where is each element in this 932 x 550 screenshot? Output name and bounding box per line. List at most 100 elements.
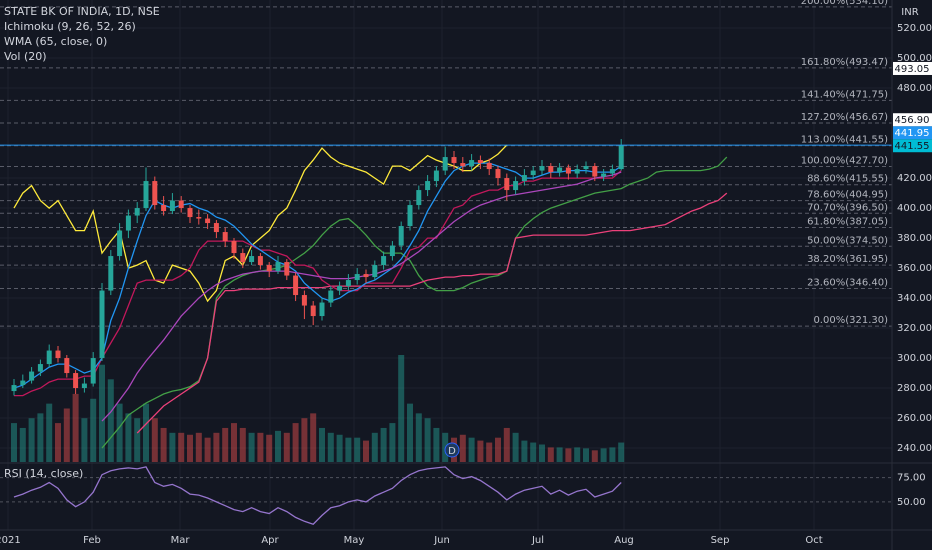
candle-body xyxy=(601,173,607,177)
candle-body xyxy=(99,290,105,359)
volume-bar xyxy=(248,432,255,462)
volume-bar xyxy=(363,440,369,462)
volume-bar xyxy=(99,364,105,462)
fib-label: 70.70%(396.50) xyxy=(807,202,888,213)
volume-bar xyxy=(257,432,264,462)
volume-bar xyxy=(389,423,396,462)
volume-bar xyxy=(213,432,220,462)
volume-bar xyxy=(583,448,589,462)
volume-bar xyxy=(336,434,343,462)
volume-bar xyxy=(600,448,607,462)
volume-bar xyxy=(46,403,53,462)
candle-body xyxy=(169,200,175,212)
price-tag-label: 441.55 xyxy=(895,141,930,152)
rsi-tick-label: 75.00 xyxy=(897,473,926,484)
candle-body xyxy=(187,208,193,218)
volume-bar xyxy=(530,442,537,462)
candle-body xyxy=(609,169,615,174)
candle-body xyxy=(372,265,378,278)
candle-body xyxy=(574,169,580,174)
candle-body xyxy=(240,253,246,263)
candle-body xyxy=(46,350,52,365)
volume-bar xyxy=(433,427,440,462)
candle-body xyxy=(117,230,123,257)
candle-body xyxy=(90,358,96,384)
x-tick-label: 2021 xyxy=(0,535,21,546)
volume-bar xyxy=(486,442,493,462)
candle-body xyxy=(328,290,334,303)
candle-body xyxy=(433,170,439,182)
indicator-line xyxy=(13,144,508,303)
candle-body xyxy=(134,208,140,216)
candle-body xyxy=(442,157,448,171)
y-tick-label: 280.00 xyxy=(897,383,932,394)
x-tick-label: Jul xyxy=(531,535,544,546)
volume-bar xyxy=(310,413,317,462)
candle-body xyxy=(521,175,527,182)
fib-label: 88.60%(415.55) xyxy=(807,174,888,185)
candle-body xyxy=(64,358,70,374)
candle-body xyxy=(284,262,290,276)
indicator-line xyxy=(13,162,622,389)
candle-body xyxy=(539,166,545,171)
candle-body xyxy=(565,167,571,174)
rsi-tick-label: 50.00 xyxy=(897,497,926,508)
volume-bar xyxy=(28,418,35,462)
volume-bar xyxy=(521,440,528,462)
candle-body xyxy=(178,200,184,209)
candle-body xyxy=(583,166,589,170)
candle-body xyxy=(275,262,281,272)
candle-body xyxy=(354,274,360,281)
volume-bar xyxy=(107,379,114,462)
rsi-line xyxy=(13,466,622,525)
candle-body xyxy=(20,380,26,386)
y-tick-label: 240.00 xyxy=(897,443,932,454)
rsi-title: RSI (14, close) xyxy=(4,467,83,480)
candle-body xyxy=(319,302,325,317)
volume-bar xyxy=(371,432,378,462)
price-tag xyxy=(893,113,932,127)
y-tick-label: 360.00 xyxy=(897,263,932,274)
volume-bar xyxy=(160,427,167,462)
dividend-marker[interactable] xyxy=(444,442,460,458)
volume-bar xyxy=(609,447,616,462)
fib-label: 38.20%(361.95) xyxy=(807,254,888,265)
candle-body xyxy=(152,181,158,206)
volume-bar xyxy=(424,418,431,462)
y-tick-label: 340.00 xyxy=(897,293,932,304)
indicator-line xyxy=(14,170,622,397)
volume-bar xyxy=(319,427,325,462)
candle-body xyxy=(196,217,202,219)
x-tick-label: Sep xyxy=(711,535,730,546)
candle-body xyxy=(205,218,211,224)
y-tick-label: 520.00 xyxy=(897,23,932,34)
volume-bar xyxy=(327,432,334,462)
price-tag-label: 493.05 xyxy=(895,64,930,75)
x-tick-label: Jun xyxy=(433,535,450,546)
candle-body xyxy=(11,385,17,392)
price-tag-label: 456.90 xyxy=(895,115,930,126)
volume-bar xyxy=(72,393,79,462)
candle-body xyxy=(425,181,431,191)
candle-body xyxy=(398,226,404,246)
candle-body xyxy=(81,383,87,389)
price-tag xyxy=(893,139,932,153)
volume-bar xyxy=(574,447,581,462)
dividend-label: D xyxy=(448,446,456,457)
y-tick-label: 300.00 xyxy=(897,353,932,364)
volume-bar xyxy=(116,403,123,462)
volume-bar xyxy=(125,413,132,462)
candle-body xyxy=(231,241,237,254)
candle-body xyxy=(143,181,149,209)
fib-label: 61.80%(387.05) xyxy=(807,216,888,227)
candle-body xyxy=(337,286,343,291)
volume-bar xyxy=(380,427,387,462)
candle-body xyxy=(213,223,219,233)
volume-bar xyxy=(292,423,299,462)
volume-bar xyxy=(301,418,308,462)
volume-bar xyxy=(398,355,405,462)
x-tick-label: May xyxy=(344,535,365,546)
candle-body xyxy=(486,163,492,170)
candle-body xyxy=(108,256,114,291)
